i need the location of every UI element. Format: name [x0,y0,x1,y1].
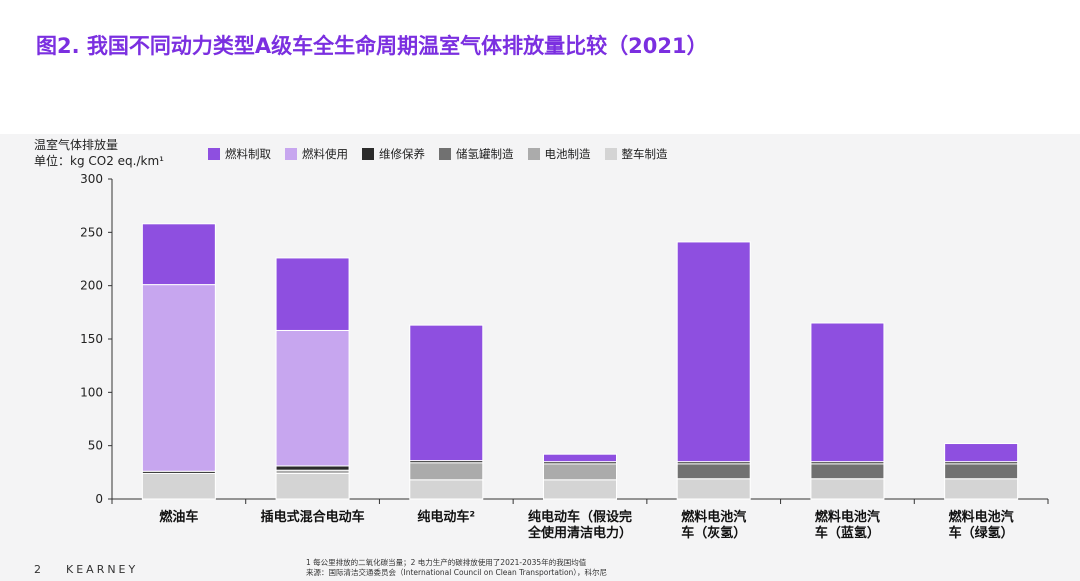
y-tick-label: 200 [80,279,103,293]
brand-logo-text: KEARNEY [66,563,139,576]
legend-label: 维修保养 [379,147,425,161]
bar-segment [676,463,751,480]
bar-segment [676,478,751,500]
bar-segment [275,472,350,500]
footnote-source: 来源：国际清洁交通委员会（International Council on Cl… [306,568,608,577]
x-category-label: 车（绿氢） [949,525,1014,541]
y-tick-label: 250 [80,225,103,239]
x-category-label: 燃料电池汽 [949,509,1014,525]
legend-label: 燃料制取 [225,147,271,161]
legend-label: 整车制造 [621,147,668,161]
bar-segment [543,463,617,481]
bar-segment [275,465,350,471]
footnote-1: 1 每公里排放的二氧化碳当量；2 电力生产的碳排放使用了2021-2035年的我… [306,558,587,567]
y-tick-label: 150 [80,332,103,346]
bar-segment [141,284,216,472]
x-category-label: 燃料电池汽 [681,509,746,525]
y-axis-label: 温室气体排放量 [34,138,119,152]
bar-segment [275,329,350,467]
legend-item-3: 储氢罐制造 [439,146,514,162]
legend-swatch [208,148,220,160]
x-category-label: 燃油车 [159,509,198,525]
x-category-label: 全使用清洁电力） [527,525,632,541]
bar-segment [141,472,216,500]
bar-segment [676,241,751,463]
x-category-label: 车（蓝氢） [815,525,880,541]
x-category-label: 纯电动车² [417,509,475,525]
x-category-label: 燃料电池汽 [815,509,880,525]
legend-label: 储氢罐制造 [456,147,514,161]
legend-swatch [285,148,297,160]
x-category-label: 纯电动车（假设完 [528,509,632,525]
bar-segment [944,478,1019,500]
chart-legend: 燃料制取 燃料使用 维修保养 储氢罐制造 电池制造 整车制造 [208,146,668,162]
x-category-label: 插电式混合电动车 [261,509,365,525]
bar-segment [810,463,885,480]
bar-segment [543,479,617,500]
bar-segment [141,223,216,286]
bar-segment [409,479,484,500]
legend-item-2: 维修保养 [362,146,425,162]
bar-segment [944,463,1019,480]
bar-segment [944,443,1019,463]
page-number: 2 [34,563,41,576]
y-tick-label: 300 [80,172,103,186]
legend-swatch [604,148,617,160]
legend-label: 电池制造 [544,147,591,161]
page-title: 图2. 我国不同动力类型A级车全生命周期温室气体排放量比较（2021） [36,34,708,58]
x-category-label: 车（灰氢） [681,525,746,541]
bar-segment [409,324,484,462]
bar-segment [409,462,484,481]
legend-item-1: 燃料使用 [285,146,348,162]
y-axis-unit: 单位：kg CO2 eq./km¹ [34,154,164,168]
y-tick-label: 100 [80,385,103,399]
bar-segment [810,322,885,463]
legend-label: 燃料使用 [302,147,348,161]
bar-segment [810,478,885,500]
bar-segment [543,453,617,463]
legend-swatch [527,148,540,160]
legend-swatch [362,148,374,160]
y-tick-label: 50 [88,439,103,453]
legend-swatch [439,148,451,160]
legend-item-0: 燃料制取 [208,146,271,162]
legend-item-4: 电池制造 [527,146,591,162]
y-tick-label: 0 [95,492,103,506]
legend-item-5: 整车制造 [604,146,668,162]
bar-segment [275,257,350,331]
